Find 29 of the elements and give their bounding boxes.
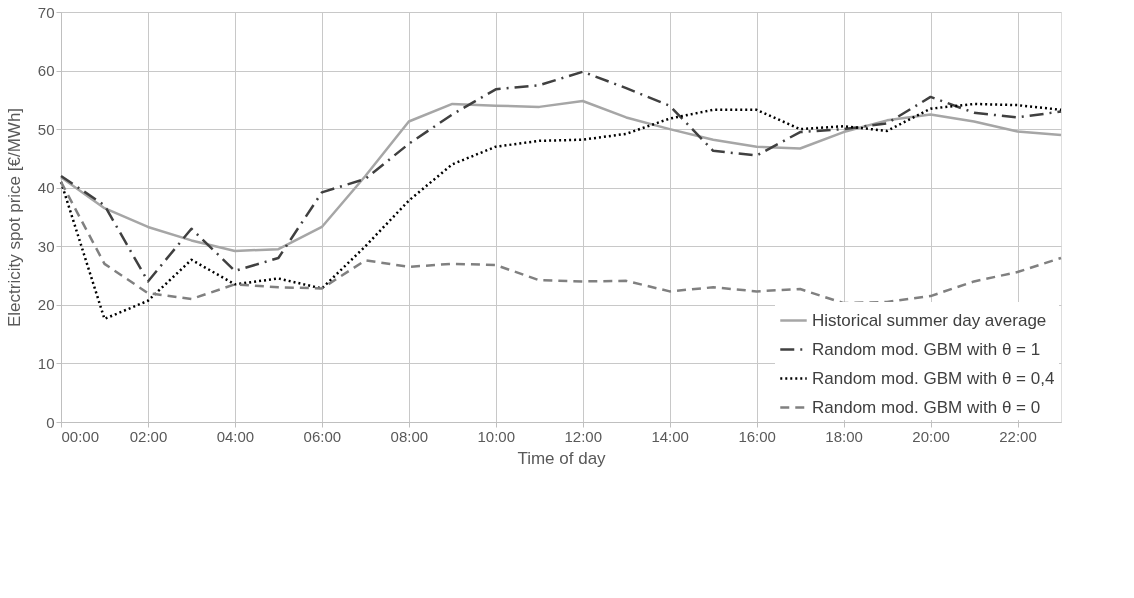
x-tick-label: 22:00 bbox=[999, 427, 1037, 445]
line-series bbox=[59, 70, 1063, 283]
line-series bbox=[59, 180, 1063, 305]
x-tick-label: 14:00 bbox=[651, 427, 689, 445]
x-tick-label: 04:00 bbox=[216, 427, 255, 445]
y-tick-label: 20 bbox=[37, 296, 55, 314]
x-tick-label: 10:00 bbox=[477, 427, 516, 445]
x-tick-label: 00:00 bbox=[61, 427, 100, 445]
y-axis-title: Electricity spot price [€/MWh] bbox=[4, 107, 24, 328]
x-tick-label: 20:00 bbox=[912, 427, 950, 445]
y-tick-label: 70 bbox=[37, 3, 55, 21]
x-tick-label: 02:00 bbox=[129, 427, 168, 445]
x-tick-label: 12:00 bbox=[564, 427, 603, 445]
legend-label: Historical summer day average bbox=[812, 310, 1047, 330]
x-tick-label: 16:00 bbox=[738, 427, 776, 445]
x-tick-label: 06:00 bbox=[303, 427, 342, 445]
y-tick-label: 40 bbox=[37, 179, 55, 197]
y-tick-label: 0 bbox=[46, 413, 55, 431]
y-tick-label: 10 bbox=[37, 354, 55, 372]
line-series bbox=[59, 99, 1063, 253]
legend-label: Random mod. GBM with θ = 0,4 bbox=[812, 368, 1055, 388]
x-tick-label: 18:00 bbox=[825, 427, 863, 445]
legend-label: Random mod. GBM with θ = 0 bbox=[812, 397, 1041, 417]
y-tick-label: 30 bbox=[37, 237, 55, 255]
legend-label: Random mod. GBM with θ = 1 bbox=[812, 339, 1041, 359]
x-axis-title: Time of day bbox=[517, 448, 607, 468]
y-tick-label: 50 bbox=[37, 120, 55, 138]
x-tick-label: 08:00 bbox=[390, 427, 429, 445]
y-tick-label: 60 bbox=[37, 62, 55, 80]
